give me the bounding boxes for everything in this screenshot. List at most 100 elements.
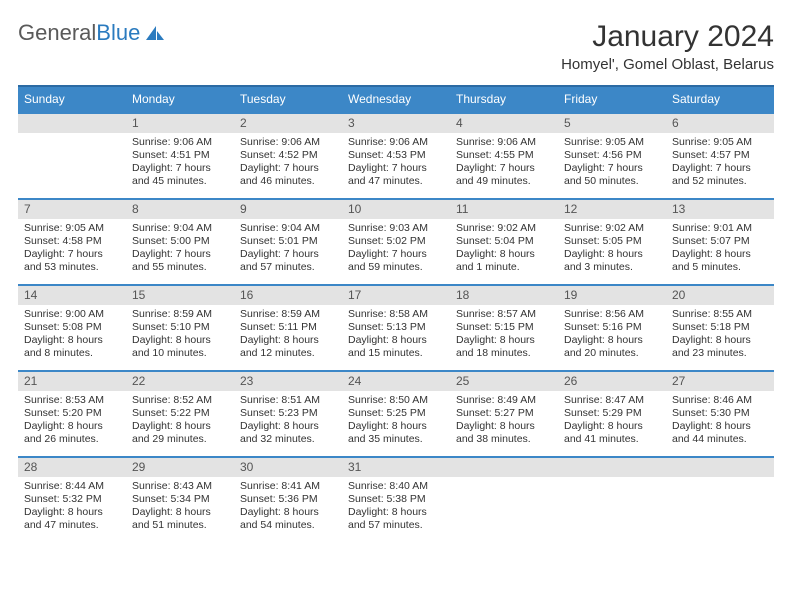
day-line: and 10 minutes. [132,347,228,360]
day-cell: 1Sunrise: 9:06 AMSunset: 4:51 PMDaylight… [126,114,234,198]
day-cell: 31Sunrise: 8:40 AMSunset: 5:38 PMDayligh… [342,458,450,542]
day-line: Sunset: 5:36 PM [240,493,336,506]
day-line: Sunset: 5:38 PM [348,493,444,506]
day-line: Sunset: 5:32 PM [24,493,120,506]
day-cell: 29Sunrise: 8:43 AMSunset: 5:34 PMDayligh… [126,458,234,542]
day-line: Sunrise: 8:53 AM [24,394,120,407]
day-line: Sunset: 4:53 PM [348,149,444,162]
day-body: Sunrise: 8:44 AMSunset: 5:32 PMDaylight:… [18,477,126,538]
weekday-header: Thursday [450,87,558,112]
day-number: 7 [18,200,126,219]
day-line: Sunrise: 9:02 AM [456,222,552,235]
day-line: and 45 minutes. [132,175,228,188]
day-line: Daylight: 8 hours [564,248,660,261]
day-line: Daylight: 7 hours [564,162,660,175]
day-line: and 20 minutes. [564,347,660,360]
day-cell: 12Sunrise: 9:02 AMSunset: 5:05 PMDayligh… [558,200,666,284]
day-line: Sunrise: 8:46 AM [672,394,768,407]
day-cell [666,458,774,542]
day-line: Sunset: 5:23 PM [240,407,336,420]
day-line: Sunrise: 9:01 AM [672,222,768,235]
day-number: 24 [342,372,450,391]
day-number: 22 [126,372,234,391]
day-line: Sunrise: 9:06 AM [348,136,444,149]
day-body: Sunrise: 8:59 AMSunset: 5:11 PMDaylight:… [234,305,342,366]
day-line: Daylight: 8 hours [348,334,444,347]
day-line: Sunrise: 8:41 AM [240,480,336,493]
day-body: Sunrise: 8:50 AMSunset: 5:25 PMDaylight:… [342,391,450,452]
day-cell: 4Sunrise: 9:06 AMSunset: 4:55 PMDaylight… [450,114,558,198]
day-cell: 25Sunrise: 8:49 AMSunset: 5:27 PMDayligh… [450,372,558,456]
day-line: Sunrise: 9:06 AM [240,136,336,149]
day-line: Sunrise: 8:59 AM [240,308,336,321]
day-body: Sunrise: 9:06 AMSunset: 4:53 PMDaylight:… [342,133,450,194]
day-line: Sunset: 5:15 PM [456,321,552,334]
day-cell: 24Sunrise: 8:50 AMSunset: 5:25 PMDayligh… [342,372,450,456]
day-line: Daylight: 8 hours [132,334,228,347]
day-number: 5 [558,114,666,133]
day-line: Sunset: 5:20 PM [24,407,120,420]
day-line: Sunrise: 8:51 AM [240,394,336,407]
day-number: 16 [234,286,342,305]
day-number: 3 [342,114,450,133]
day-line: and 50 minutes. [564,175,660,188]
day-body: Sunrise: 9:05 AMSunset: 4:58 PMDaylight:… [18,219,126,280]
day-number: 10 [342,200,450,219]
week-row: 1Sunrise: 9:06 AMSunset: 4:51 PMDaylight… [18,112,774,198]
day-line: Daylight: 8 hours [672,420,768,433]
day-line: Sunset: 5:10 PM [132,321,228,334]
day-body: Sunrise: 8:43 AMSunset: 5:34 PMDaylight:… [126,477,234,538]
day-number [450,458,558,477]
day-line: Daylight: 8 hours [132,506,228,519]
day-line: Daylight: 7 hours [672,162,768,175]
day-line: Daylight: 7 hours [456,162,552,175]
day-cell: 18Sunrise: 8:57 AMSunset: 5:15 PMDayligh… [450,286,558,370]
day-line: Sunset: 5:34 PM [132,493,228,506]
day-line: and 26 minutes. [24,433,120,446]
day-line: and 46 minutes. [240,175,336,188]
brand-logo: GeneralBlue [18,20,166,46]
day-line: Daylight: 8 hours [456,248,552,261]
day-line: Daylight: 8 hours [132,420,228,433]
day-line: Sunset: 4:58 PM [24,235,120,248]
day-line: and 3 minutes. [564,261,660,274]
weekday-header: Sunday [18,87,126,112]
day-body: Sunrise: 9:01 AMSunset: 5:07 PMDaylight:… [666,219,774,280]
day-body: Sunrise: 9:03 AMSunset: 5:02 PMDaylight:… [342,219,450,280]
day-line: Sunset: 4:57 PM [672,149,768,162]
day-body: Sunrise: 9:05 AMSunset: 4:56 PMDaylight:… [558,133,666,194]
day-body: Sunrise: 8:58 AMSunset: 5:13 PMDaylight:… [342,305,450,366]
day-cell: 8Sunrise: 9:04 AMSunset: 5:00 PMDaylight… [126,200,234,284]
day-line: Daylight: 8 hours [564,334,660,347]
day-line: Daylight: 8 hours [672,334,768,347]
day-line: Sunset: 5:11 PM [240,321,336,334]
day-line: Sunrise: 8:49 AM [456,394,552,407]
day-body: Sunrise: 8:46 AMSunset: 5:30 PMDaylight:… [666,391,774,452]
weekday-header: Tuesday [234,87,342,112]
day-cell: 14Sunrise: 9:00 AMSunset: 5:08 PMDayligh… [18,286,126,370]
day-line: and 47 minutes. [348,175,444,188]
day-body: Sunrise: 8:52 AMSunset: 5:22 PMDaylight:… [126,391,234,452]
day-line: Daylight: 8 hours [348,420,444,433]
header: GeneralBlue January 2024 Homyel', Gomel … [18,20,774,73]
day-body: Sunrise: 8:41 AMSunset: 5:36 PMDaylight:… [234,477,342,538]
day-body: Sunrise: 9:02 AMSunset: 5:04 PMDaylight:… [450,219,558,280]
day-line: Daylight: 8 hours [240,334,336,347]
day-line: and 54 minutes. [240,519,336,532]
day-number [18,114,126,133]
day-line: Daylight: 7 hours [24,248,120,261]
day-number: 30 [234,458,342,477]
day-line: Sunrise: 8:43 AM [132,480,228,493]
day-number: 15 [126,286,234,305]
weekday-header-row: Sunday Monday Tuesday Wednesday Thursday… [18,85,774,112]
day-line: Sunset: 5:27 PM [456,407,552,420]
day-line: and 15 minutes. [348,347,444,360]
day-line: and 52 minutes. [672,175,768,188]
day-line: and 1 minute. [456,261,552,274]
day-body: Sunrise: 8:53 AMSunset: 5:20 PMDaylight:… [18,391,126,452]
day-number: 17 [342,286,450,305]
day-cell: 16Sunrise: 8:59 AMSunset: 5:11 PMDayligh… [234,286,342,370]
day-line: Sunrise: 9:05 AM [24,222,120,235]
day-number: 19 [558,286,666,305]
day-number: 1 [126,114,234,133]
